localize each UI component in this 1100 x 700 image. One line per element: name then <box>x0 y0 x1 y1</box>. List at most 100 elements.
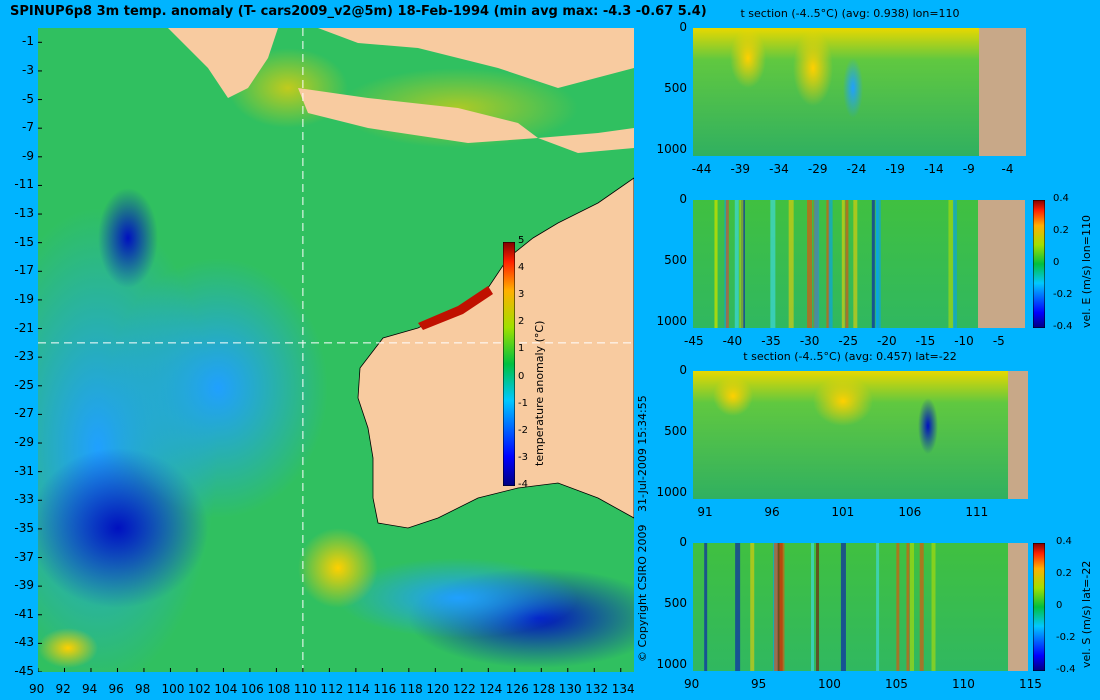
map-x-tick-label: 118 <box>399 682 423 696</box>
map-y-tick-label: -23 <box>14 349 34 364</box>
map-y-tick-label: -33 <box>14 492 34 507</box>
map-colorbar-tick: -3 <box>518 451 528 463</box>
panel-4-colorbar-tick: 0 <box>1056 600 1063 611</box>
velocity-stripe <box>816 543 820 671</box>
vel-e-section-lon110-plot[interactable] <box>693 200 1025 328</box>
map-y-tick-label: -39 <box>14 578 34 593</box>
land-java <box>298 88 538 143</box>
panel-2-colorbar-tick: 0 <box>1053 257 1060 268</box>
map-y-tick-label: -27 <box>14 406 34 421</box>
map-x-tick-label: 120 <box>426 682 450 696</box>
panel-1-x-tick: -39 <box>730 162 751 176</box>
panel-1-x-tick: -44 <box>691 162 712 176</box>
panel-2-x-tick: -45 <box>684 334 704 348</box>
map-y-tick-label: -5 <box>22 91 34 106</box>
map-y-tick-label: -45 <box>14 664 34 678</box>
velocity-stripe <box>725 200 729 328</box>
panel-3-x-tick: 96 <box>764 505 780 519</box>
panel-4-x-tick: 105 <box>885 677 908 691</box>
temperature-anomaly-map[interactable] <box>38 28 634 672</box>
map-y-tick-label: -19 <box>14 291 34 306</box>
map-x-tick-label: 106 <box>240 682 264 696</box>
map-x-tick-label: 128 <box>532 682 556 696</box>
t-section-lon110-plot[interactable] <box>693 28 1026 156</box>
map-y-tick-label: -9 <box>22 148 34 163</box>
vel-e-colorbar-label: vel. E (m/s) lon=110 <box>1080 215 1093 328</box>
map-colorbar-tick: -4 <box>518 479 528 490</box>
velocity-stripe <box>910 543 915 671</box>
vel-s-colorbar-label: vel. S (m/s) lat=-22 <box>1080 560 1093 668</box>
ocean-warm-leeuwin <box>298 528 378 608</box>
panel-3-y-tick: 500 <box>664 423 687 438</box>
panel-3-x-tick: 101 <box>831 505 855 519</box>
panel-2-y-tick: 1000 <box>656 313 687 328</box>
velocity-stripe <box>734 200 739 328</box>
panel-3-title: t section (-4..5°C) (avg: 0.457) lat=-22 <box>743 350 957 363</box>
map-x-tick-label: 100 <box>161 682 185 696</box>
land-sumatra <box>168 28 278 98</box>
map-x-tick-label: 112 <box>320 682 344 696</box>
map-x-tick-label: 116 <box>373 682 397 696</box>
panel-3-x-tick: 91 <box>697 505 713 519</box>
panel-3-x-tick: 106 <box>898 505 922 519</box>
panel-1-x-tick: -29 <box>807 162 828 176</box>
velocity-stripe <box>840 543 846 671</box>
map-y-tick-label: -7 <box>22 120 34 135</box>
map-colorbar-tick: -1 <box>518 397 528 409</box>
map-y-tick-label: -29 <box>14 435 34 450</box>
map-y-tick-label: -25 <box>14 377 34 392</box>
velocity-stripe <box>828 200 833 328</box>
map-y-tick-label: -13 <box>14 206 34 221</box>
panel-4-colorbar-tick: -0.2 <box>1056 632 1076 643</box>
ocean-cool-central <box>108 258 328 518</box>
panel-2-x-tick: -10 <box>954 334 974 348</box>
panel-4-x-tick: 115 <box>1019 677 1042 691</box>
vel-s-section-lat-22-plot[interactable] <box>693 543 1028 671</box>
map-colorbar-label: temperature anomaly (°C) <box>533 320 546 466</box>
panel-4-x-tick: 95 <box>751 677 767 691</box>
velocity-stripe <box>919 543 924 671</box>
map-y-tick-label: -31 <box>14 463 34 478</box>
panel-2-x-tick: -40 <box>722 334 743 348</box>
t-section-lat-22-plot[interactable] <box>693 371 1028 499</box>
map-x-tick-label: 92 <box>55 682 71 696</box>
panel-4-x-tick: 110 <box>952 677 975 691</box>
map-x-tick-label: 134 <box>611 682 635 696</box>
map-x-tick-label: 114 <box>346 682 370 696</box>
panel-2-x-tick: -25 <box>838 334 859 348</box>
map-y-tick-label: -37 <box>14 549 34 564</box>
map-x-tick-label: 110 <box>293 682 317 696</box>
panel-4-colorbar-tick: 0.2 <box>1056 568 1072 579</box>
velocity-stripe <box>876 543 880 671</box>
map-x-tick-label: 90 <box>29 682 45 696</box>
ocean-warm-corner <box>38 628 98 668</box>
map-colorbar-tick: 2 <box>518 316 525 328</box>
velocity-stripe <box>779 543 785 671</box>
ocean-cold-eddy <box>98 188 158 288</box>
panel-2-colorbar-tick: -0.2 <box>1053 289 1073 300</box>
land-borneo-sulawesi <box>318 28 634 88</box>
map-x-tick-label: 108 <box>267 682 291 696</box>
panel-4-colorbar-tick: -0.4 <box>1056 664 1076 675</box>
panel-1-y-tick: 500 <box>664 80 687 95</box>
velocity-stripe <box>826 200 830 328</box>
velocity-stripe <box>704 543 708 671</box>
panel-1-title: t section (-4..5°C) (avg: 0.938) lon=110 <box>740 7 960 20</box>
panel-2-colorbar-tick: 0.2 <box>1053 225 1069 236</box>
map-x-tick-label: 96 <box>108 682 124 696</box>
panel-3-y-tick: 0 <box>679 363 687 377</box>
ocean-cool-south <box>338 558 578 638</box>
panel-1-x-tick: -24 <box>846 162 867 176</box>
panel-1-x-tick: -34 <box>769 162 789 176</box>
map-y-tick-label: -3 <box>22 62 34 77</box>
map-y-tick-label: -43 <box>14 635 34 650</box>
map-y-tick-label: -17 <box>14 263 34 278</box>
map-x-tick-label: 124 <box>479 682 503 696</box>
vel-s-colorbar <box>1033 543 1045 671</box>
map-x-tick-label: 132 <box>585 682 609 696</box>
panel-4-y-tick: 1000 <box>656 656 687 671</box>
panel-1-y-tick: 1000 <box>656 141 687 156</box>
panel-4-x-tick: 90 <box>684 677 700 691</box>
velocity-stripe <box>807 200 813 328</box>
panel-1-x-tick: -14 <box>924 162 944 176</box>
